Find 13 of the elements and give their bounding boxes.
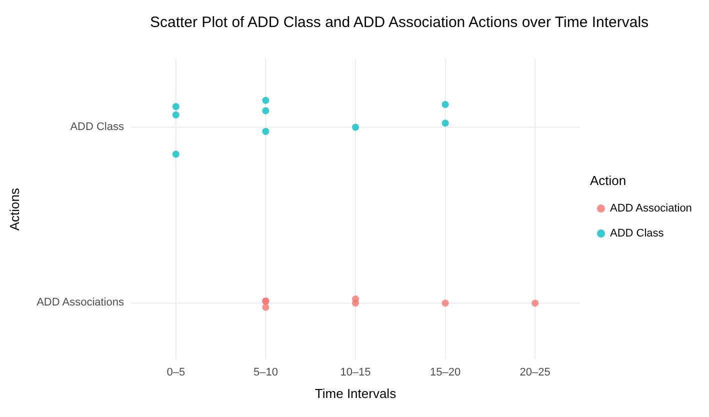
- chart-title: Scatter Plot of ADD Class and ADD Association Actions over Time Intervals: [150, 14, 649, 31]
- x-axis-title: Time Intervals: [314, 386, 397, 401]
- x-tick-label: 5–10: [253, 366, 278, 378]
- legend-title: Action: [590, 173, 626, 188]
- legend-label: ADD Association: [610, 202, 692, 214]
- text: ADD Class: [70, 120, 124, 133]
- legend-label: ADD Class: [610, 228, 664, 240]
- x-tick-label: 0–5: [166, 366, 186, 378]
- x-tick-label: 15–20: [430, 366, 461, 378]
- x-tick-label: 20–25: [520, 366, 550, 378]
- text: Actions: [7, 188, 22, 231]
- x-tick-label: 10–15: [340, 366, 371, 378]
- text: ADD Associations: [36, 296, 124, 309]
